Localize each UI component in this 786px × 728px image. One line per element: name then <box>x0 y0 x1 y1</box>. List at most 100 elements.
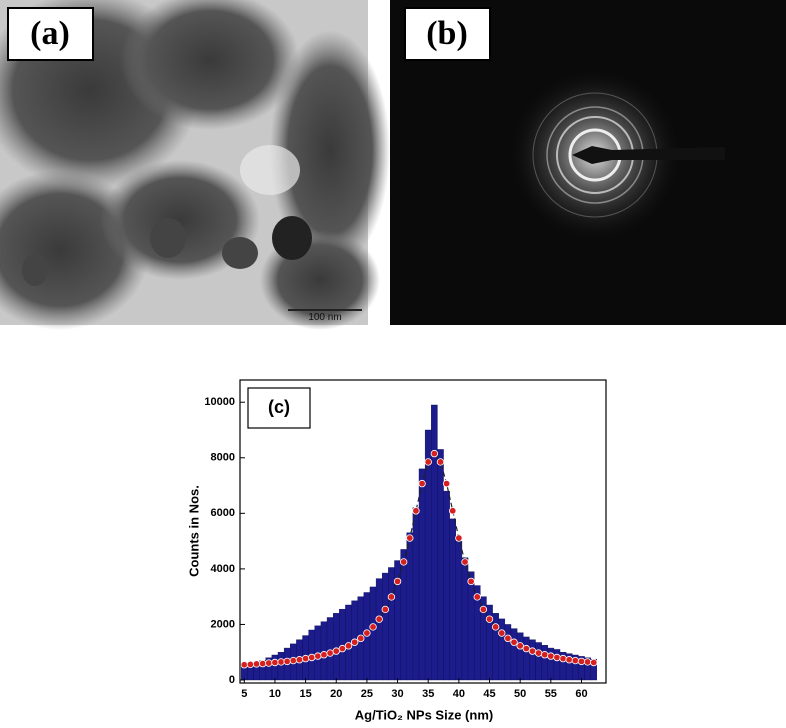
fit-point <box>308 653 316 662</box>
x-tick-label: 10 <box>269 688 281 700</box>
x-tick-label: 15 <box>299 688 311 700</box>
fit-point <box>430 449 439 458</box>
fit-point <box>369 623 377 631</box>
scale-bar-label: 100 nm <box>308 312 341 323</box>
fit-point <box>590 658 598 667</box>
fit-point <box>571 656 580 665</box>
x-tick-label: 60 <box>575 688 587 700</box>
fit-point <box>528 647 537 655</box>
fit-point <box>344 642 353 650</box>
fit-point <box>491 623 500 631</box>
fit-point <box>381 605 389 614</box>
label-box <box>247 387 311 429</box>
y-axis-label: Counts in Nos. <box>186 485 201 577</box>
fit-point <box>258 659 267 668</box>
bar <box>449 518 456 681</box>
fit-point <box>498 629 506 637</box>
bar <box>277 652 285 681</box>
fit-point <box>252 660 261 668</box>
bar <box>529 639 536 681</box>
label-box <box>7 7 94 61</box>
y-tick-label: 10000 <box>204 396 235 408</box>
bar <box>498 618 506 681</box>
fit-point <box>277 658 285 666</box>
bar <box>523 636 530 681</box>
fit-point <box>363 629 371 637</box>
fit-point <box>399 558 408 566</box>
fit-point <box>246 660 255 669</box>
bar <box>443 490 450 681</box>
fit-point <box>326 649 334 657</box>
bar <box>437 449 444 681</box>
fit-point <box>387 593 396 601</box>
bar <box>369 586 377 681</box>
bar <box>516 632 524 681</box>
fit-point <box>338 644 347 653</box>
bar <box>388 567 395 681</box>
fit-point <box>350 638 359 646</box>
bar <box>418 468 426 681</box>
fit-point <box>473 593 481 601</box>
x-tick-label: 40 <box>453 688 465 700</box>
y-tick-label: 8000 <box>211 452 235 464</box>
fit-point <box>320 651 328 659</box>
fit-point <box>442 479 451 488</box>
panel-label: (b) <box>426 15 468 52</box>
panel-label: (a) <box>30 15 70 52</box>
fit-point <box>393 577 402 586</box>
bar <box>339 608 346 681</box>
bar <box>510 628 518 681</box>
label-box <box>404 7 491 61</box>
panel-label: (c) <box>268 397 290 417</box>
y-tick-label: 6000 <box>211 507 235 519</box>
fit-point <box>540 651 549 659</box>
fit-point <box>418 479 426 488</box>
x-tick-label: 45 <box>483 688 495 700</box>
fit-point <box>271 658 279 667</box>
bar <box>271 654 279 681</box>
fit-point <box>510 638 518 646</box>
bar <box>504 624 512 681</box>
fit-point <box>375 615 383 623</box>
fit-point <box>547 652 555 660</box>
fit-point <box>240 661 248 669</box>
histogram-plot <box>240 404 598 681</box>
fit-point <box>449 507 457 515</box>
fit-point <box>357 634 365 643</box>
x-tick-label: 55 <box>545 688 557 700</box>
bar <box>455 540 463 681</box>
fit-point <box>332 647 340 655</box>
bar <box>326 617 334 681</box>
x-tick-label: 35 <box>422 688 434 700</box>
fit-point <box>461 558 469 566</box>
fit-point <box>577 657 586 666</box>
plot-frame <box>239 379 607 684</box>
fit-point <box>467 577 475 586</box>
y-tick-label: 0 <box>229 674 235 686</box>
fit-point <box>295 656 304 664</box>
fit-point <box>289 656 298 665</box>
fit-point <box>485 615 494 623</box>
fit-point <box>424 458 432 466</box>
fit-point <box>406 534 414 542</box>
fit-point <box>534 649 543 657</box>
x-tick-label: 20 <box>330 688 342 700</box>
fit-point <box>479 605 488 614</box>
bar <box>406 532 414 681</box>
bar <box>412 507 420 681</box>
y-tick-label: 2000 <box>211 618 235 630</box>
fit-point <box>559 654 567 663</box>
bar <box>535 642 542 681</box>
x-tick-label: 50 <box>514 688 526 700</box>
fit-point <box>504 634 512 643</box>
fit-point <box>436 458 445 466</box>
bar <box>541 645 548 681</box>
x-axis-label: Ag/TiO₂ NPs Size (nm) <box>355 707 493 722</box>
bar <box>382 572 389 681</box>
fit-point <box>565 656 573 664</box>
fit-point <box>314 652 322 660</box>
bar <box>461 557 469 681</box>
fit-point <box>583 658 592 666</box>
bar <box>375 578 383 681</box>
